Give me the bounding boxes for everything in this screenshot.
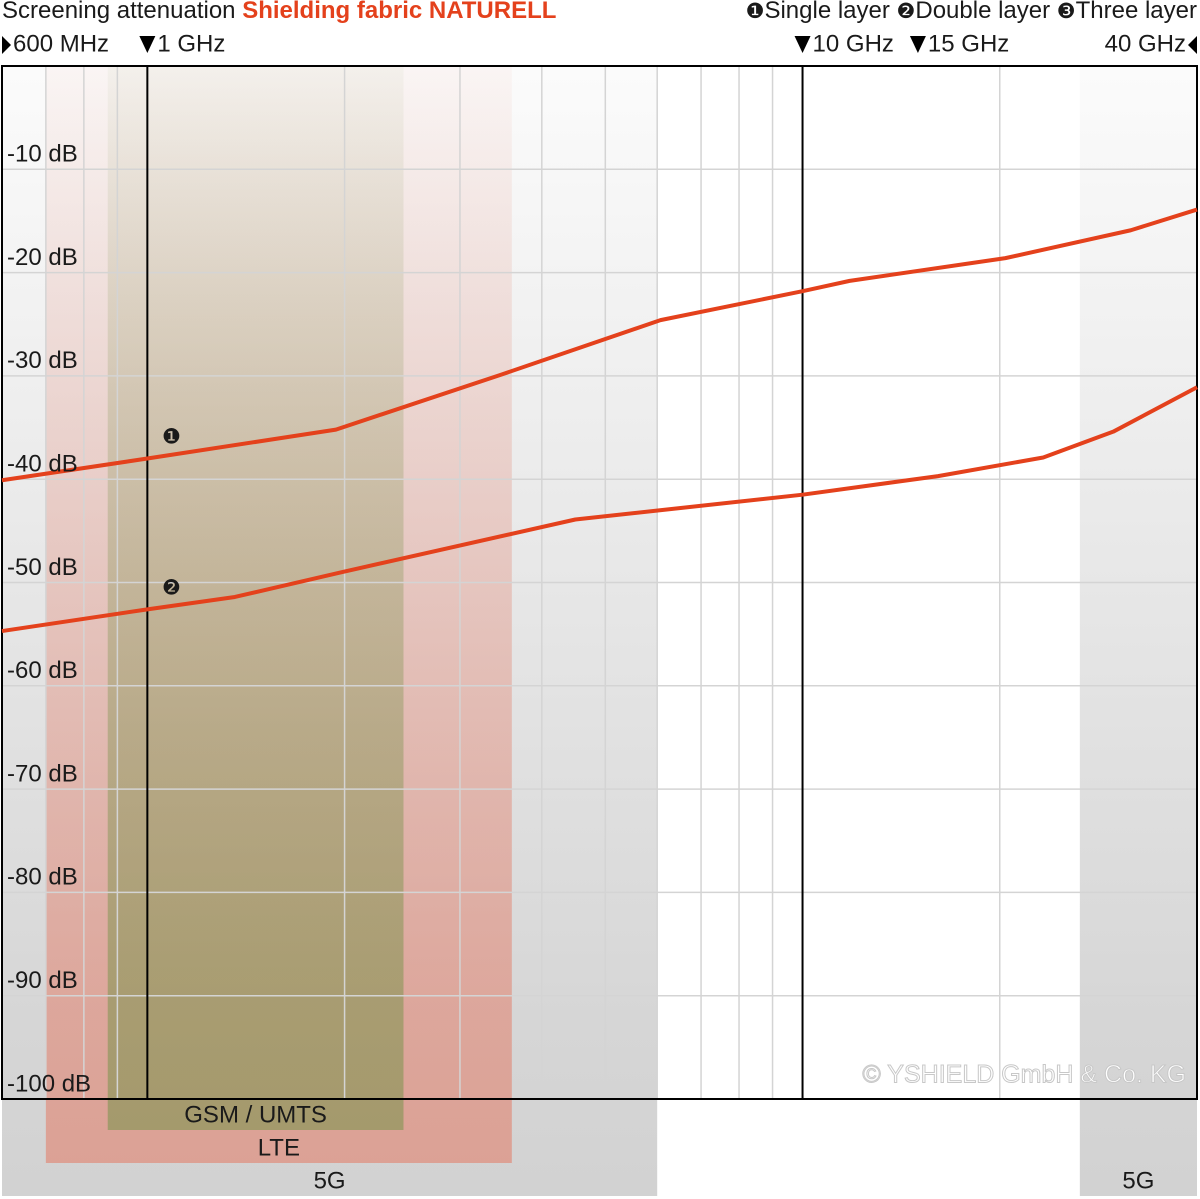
y-tick-label: -90 dB bbox=[7, 967, 78, 994]
band bbox=[107, 66, 404, 1130]
y-tick-label: -60 dB bbox=[7, 657, 78, 684]
tick-marker bbox=[794, 36, 811, 53]
series-marker: ❷ bbox=[162, 575, 181, 599]
x-tick-label: 600 MHz bbox=[13, 30, 109, 57]
y-tick-label: -20 dB bbox=[7, 244, 78, 271]
band-label: GSM / UMTS bbox=[184, 1101, 327, 1128]
legend-label: Double layer bbox=[915, 0, 1050, 24]
product: Shielding fabric NATURELL bbox=[242, 0, 556, 24]
y-tick-label: -10 dB bbox=[7, 141, 78, 168]
y-tick-label: -30 dB bbox=[7, 347, 78, 374]
x-tick-label: 1 GHz bbox=[157, 30, 225, 57]
plot-frame bbox=[1, 65, 1198, 1100]
x-tick-label: 10 GHz bbox=[813, 30, 894, 57]
copyright: © YSHIELD GmbH & Co. KG bbox=[862, 1061, 1186, 1089]
band-label: LTE bbox=[258, 1134, 300, 1161]
band bbox=[1079, 66, 1197, 1196]
y-tick-label: -80 dB bbox=[7, 864, 78, 891]
legend-marker: ❶ bbox=[746, 0, 765, 23]
legend-gap bbox=[1050, 0, 1057, 24]
title: Screening attenuation bbox=[2, 0, 236, 24]
legend-gap bbox=[890, 0, 897, 24]
y-tick-label: -40 dB bbox=[7, 451, 78, 478]
series-line bbox=[1, 385, 1198, 634]
y-tick-label: -100 dB bbox=[7, 1070, 91, 1097]
y-tick-label: -50 dB bbox=[7, 554, 78, 581]
band-label: 5G bbox=[1122, 1167, 1154, 1194]
legend-marker: ❷ bbox=[897, 0, 916, 23]
legend-marker: ❸ bbox=[1057, 0, 1076, 23]
tick-marker bbox=[909, 36, 926, 53]
series-marker: ❶ bbox=[162, 425, 181, 449]
legend: ❶Single layer ❷Double layer ❸Three layer bbox=[746, 0, 1197, 24]
y-tick-label: -70 dB bbox=[7, 760, 78, 787]
x-tick-label: 40 GHz bbox=[1105, 30, 1186, 57]
legend-label: Single layer bbox=[764, 0, 889, 24]
bands bbox=[2, 66, 1197, 1196]
tick-marker bbox=[1188, 36, 1197, 54]
x-tick-label: 15 GHz bbox=[928, 30, 1009, 57]
band-label: 5G bbox=[314, 1167, 346, 1194]
tick-marker bbox=[139, 36, 156, 53]
grid bbox=[1, 65, 1198, 1100]
labels: 5G 5G LTE GSM / UMTS -100 dB -90 dB -80 dB -70 … bbox=[2, 30, 1197, 1194]
lines bbox=[1, 207, 1198, 634]
series-line bbox=[1, 207, 1198, 483]
legend-label: Three layer bbox=[1076, 0, 1197, 24]
chart-title: Screening attenuation Shielding fabric N… bbox=[2, 0, 556, 24]
tick-marker bbox=[2, 36, 11, 54]
